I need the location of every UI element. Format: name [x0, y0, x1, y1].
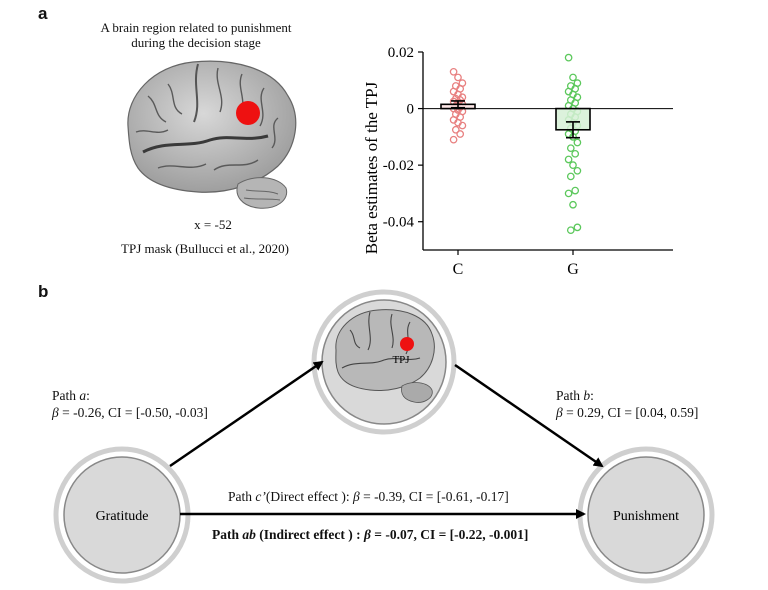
- path-a-stats: = -0.26, CI = [-0.50, -0.03]: [58, 405, 208, 420]
- data-point: [573, 166, 582, 175]
- data-point: [451, 125, 460, 134]
- data-point: [569, 161, 577, 169]
- y-tick-label: -0.02: [383, 158, 414, 174]
- tpj-small-roi-marker: [400, 337, 414, 351]
- data-point: [456, 130, 465, 138]
- path-a-suffix: :: [86, 388, 90, 403]
- tpj-brain-icon: [335, 309, 435, 403]
- data-point: [564, 155, 573, 164]
- data-point: [564, 53, 573, 62]
- y-tick-label: -0.04: [383, 215, 415, 231]
- indirect-middle: (Indirect effect ) :: [255, 527, 364, 542]
- data-point: [569, 200, 577, 209]
- path-a-prefix: Path: [52, 388, 80, 403]
- chart-bars: [440, 100, 591, 139]
- indirect-stats: = -0.07, CI = [-0.22, -0.001]: [370, 527, 529, 542]
- data-point: [573, 138, 582, 147]
- path-a-letter: a: [79, 388, 87, 403]
- path-a-beta: β: [52, 405, 59, 420]
- indirect-letter: ab: [242, 527, 256, 542]
- tpj-roi-marker: [236, 101, 260, 125]
- y-tick-label: 0.02: [388, 45, 414, 61]
- brain-caption-line2: during the decision stage: [131, 35, 261, 50]
- panel-a-letter: a: [38, 4, 48, 23]
- path-b-beta: β: [556, 405, 563, 420]
- data-point: [564, 189, 573, 198]
- path-b-stats: = 0.29, CI = [0.04, 0.59]: [562, 405, 699, 420]
- path-a-label: Path a: β = -0.26, CI = [-0.50, -0.03]: [52, 387, 208, 421]
- path-b-label: Path b: β = 0.29, CI = [0.04, 0.59]: [556, 387, 698, 421]
- data-point: [569, 73, 577, 82]
- slice-label: x = -52: [194, 217, 232, 232]
- indirect-prefix: Path: [212, 527, 243, 542]
- data-point: [449, 135, 458, 144]
- indirect-effect-label: Path ab (Indirect effect ) : β = -0.07, …: [212, 526, 528, 543]
- data-point: [454, 73, 462, 82]
- y-tick-label: 0: [407, 102, 415, 118]
- brain-illustration: [127, 60, 297, 209]
- path-b-suffix: :: [590, 388, 594, 403]
- data-point: [573, 223, 582, 232]
- direct-middle: (Direct effect ):: [265, 489, 353, 504]
- direct-beta: β: [352, 489, 360, 504]
- x-tick-label: C: [453, 261, 464, 278]
- punishment-node: [587, 456, 705, 574]
- path-b-prefix: Path: [556, 388, 584, 403]
- data-point: [458, 121, 467, 130]
- data-point: [571, 186, 580, 195]
- punishment-label: Punishment: [613, 509, 679, 524]
- mask-label: TPJ mask (Bullucci et al., 2020): [121, 241, 289, 256]
- brain-caption-line1: A brain region related to punishment: [100, 20, 292, 35]
- data-point: [566, 172, 575, 181]
- direct-effect-label: Path c’(Direct effect ): β = -0.39, CI =…: [228, 488, 509, 505]
- data-point: [566, 226, 575, 235]
- panel-b-letter: b: [38, 282, 49, 301]
- chart-axes: 0.02 0 -0.02 -0.04 C G: [383, 45, 673, 278]
- brain-caption: A brain region related to punishment dur…: [86, 20, 306, 50]
- path-b-letter: b: [583, 388, 591, 403]
- data-point: [571, 149, 580, 158]
- indirect-beta: β: [363, 527, 371, 542]
- beta-chart: 0.02 0 -0.02 -0.04 C G Beta estimates of the …: [362, 45, 673, 278]
- data-point: [449, 67, 458, 76]
- path-b-arrow: [454, 363, 604, 468]
- path-a-arrow: [169, 360, 324, 468]
- direct-prefix: Path: [228, 489, 256, 504]
- x-tick-label: G: [567, 261, 579, 278]
- data-point: [566, 144, 575, 153]
- gratitude-label: Gratitude: [96, 509, 149, 524]
- chart-ylabel: Beta estimates of the TPJ: [362, 81, 381, 254]
- direct-letter: c’: [255, 489, 266, 504]
- direct-stats: = -0.39, CI = [-0.61, -0.17]: [359, 489, 509, 504]
- tpj-label: TPJ: [392, 354, 410, 366]
